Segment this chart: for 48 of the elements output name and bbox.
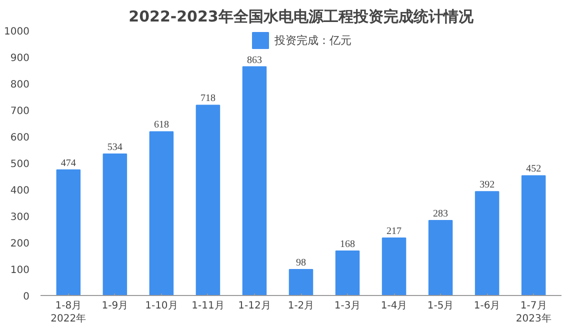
y-tick-label: 100 — [10, 265, 30, 276]
y-tick-label: 400 — [10, 186, 30, 196]
y-tick-label: 900 — [10, 53, 30, 64]
bar — [428, 220, 453, 296]
bar — [149, 131, 174, 296]
bar — [521, 175, 546, 296]
x-tick-label: 1-4月 — [380, 300, 408, 312]
bar — [288, 269, 314, 296]
data-label: 392 — [480, 180, 495, 191]
bar — [242, 66, 267, 296]
x-tick-label: 1-12月 — [238, 300, 271, 312]
bar — [56, 169, 81, 296]
x-tick-label: 1-5月 — [427, 300, 454, 312]
data-label: 283 — [433, 208, 448, 220]
data-label: 452 — [526, 164, 542, 175]
bar — [382, 237, 406, 296]
text: 2023年 — [516, 312, 552, 325]
y-tick-label: 700 — [10, 106, 30, 117]
y-tick-label: 300 — [10, 212, 30, 223]
y-tick-label: 800 — [10, 80, 30, 90]
y-tick-label: 200 — [10, 238, 30, 250]
x-tick-label: 1-11月 — [192, 300, 224, 312]
bar — [102, 153, 128, 296]
text: 2022年 — [50, 312, 86, 325]
y-tick-label: 1000 — [4, 26, 30, 38]
data-label: 618 — [154, 120, 169, 131]
x-tick-label: 1-8月 — [55, 300, 82, 312]
chart-title: 2022-2023年全国水电电源工程投资完成统计情况 — [128, 8, 474, 26]
data-label: 863 — [246, 54, 262, 66]
bar — [196, 104, 220, 296]
x-tick-label: 1-6月 — [474, 300, 500, 312]
x-tick-label: 1-7月 — [520, 300, 547, 312]
bar — [335, 250, 360, 296]
data-label: 98 — [296, 258, 306, 269]
data-label: 217 — [386, 226, 402, 237]
x-tick-label: 1-3月 — [334, 300, 361, 312]
y-tick-label: 0 — [23, 292, 30, 302]
data-label: 718 — [200, 93, 216, 104]
x-tick-label: 1-10月 — [145, 300, 178, 312]
data-label: 168 — [340, 238, 356, 250]
data-label: 534 — [107, 142, 122, 153]
y-tick-label: 500 — [10, 159, 30, 170]
legend-label: 投资完成：亿元 — [274, 32, 352, 48]
bar — [474, 191, 500, 296]
x-tick-label: 1-9月 — [102, 300, 128, 312]
y-tick-label: 600 — [10, 132, 30, 144]
data-label: 474 — [60, 158, 76, 169]
x-tick-label: 1-2月 — [288, 300, 314, 312]
